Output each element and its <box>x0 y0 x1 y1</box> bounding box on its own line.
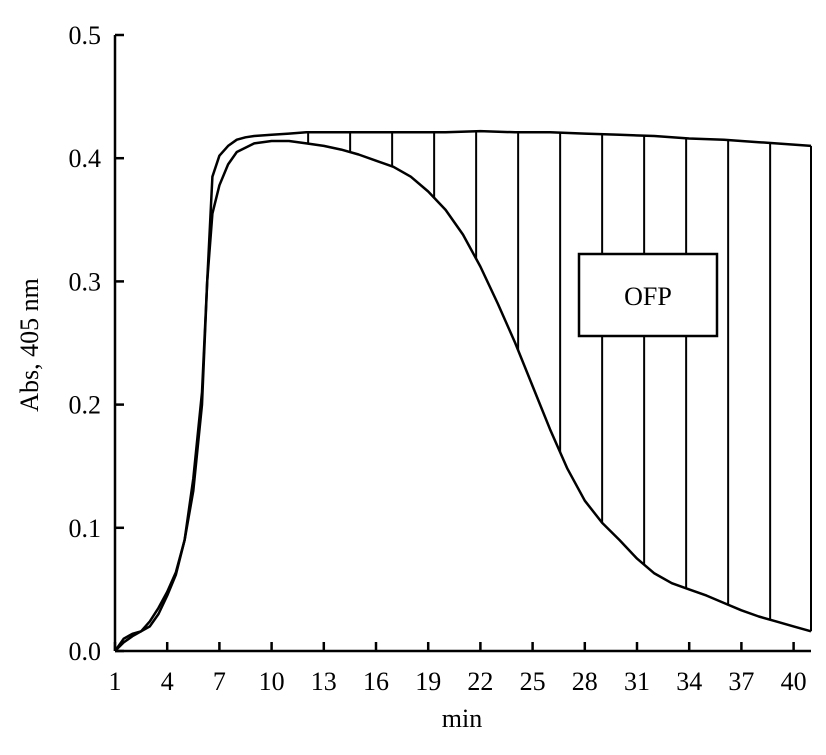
x-tick-label: 40 <box>781 667 807 696</box>
x-tick-label: 22 <box>467 667 493 696</box>
y-tick-label: 0.2 <box>69 391 102 420</box>
annotation-box: OFP <box>577 252 719 338</box>
y-tick-label: 0.3 <box>69 267 102 296</box>
ofp-label: OFP <box>624 282 672 311</box>
x-tick-label: 10 <box>259 667 285 696</box>
y-tick-label: 0.0 <box>69 637 102 666</box>
series-line-1 <box>114 129 812 652</box>
y-tick-label: 0.5 <box>69 21 102 50</box>
y-axis-title: Abs, 405 nm <box>15 278 44 412</box>
x-tick-label: 7 <box>213 667 226 696</box>
x-tick-label: 37 <box>728 667 754 696</box>
hatch-layer <box>307 131 812 632</box>
x-tick-label: 31 <box>624 667 650 696</box>
series-line-2 <box>113 139 812 652</box>
x-tick-label: 16 <box>363 667 389 696</box>
x-tick-label: 28 <box>572 667 598 696</box>
series-layer <box>113 129 812 652</box>
y-tick-label: 0.4 <box>69 144 102 173</box>
x-axis-title: min <box>442 704 482 733</box>
x-tick-label: 25 <box>520 667 546 696</box>
x-tick-label: 1 <box>109 667 122 696</box>
x-tick-label: 4 <box>161 667 174 696</box>
ticks: 1 4 7 10 13 16 19 22 25 28 31 34 37 40 0.0 0.1 0.2 0.3 0.4… <box>69 21 807 696</box>
y-tick-label: 0.1 <box>69 514 102 543</box>
x-tick-label: 34 <box>676 667 702 696</box>
x-tick-label: 13 <box>311 667 337 696</box>
x-tick-label: 19 <box>415 667 441 696</box>
ofp-label-box <box>577 252 719 338</box>
axes <box>113 35 811 653</box>
